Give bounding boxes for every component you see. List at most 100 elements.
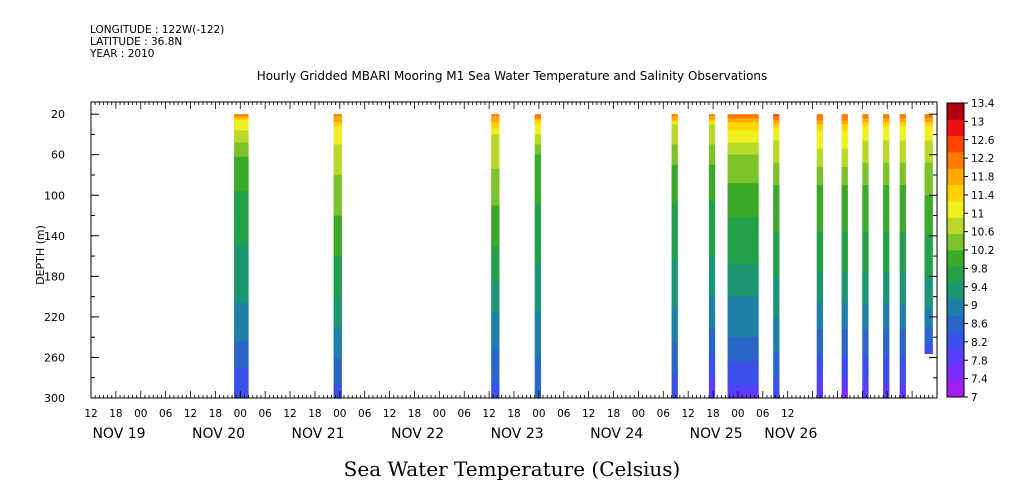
heat-cell (924, 318, 933, 322)
heat-cell (899, 146, 906, 150)
heat-cell (727, 140, 759, 144)
heat-cell (841, 237, 848, 241)
heat-cell (816, 203, 823, 206)
heat-cell (727, 298, 759, 302)
heat-cell (924, 306, 933, 310)
heat-cell (841, 166, 848, 170)
heat-cell (708, 318, 716, 322)
heat-cell (671, 154, 678, 158)
heat-cell (773, 351, 780, 354)
heat-cell (773, 343, 780, 346)
heat-cell (862, 209, 869, 213)
heat-cell (491, 138, 500, 142)
heat-cell (234, 209, 249, 213)
heat-cell (862, 333, 869, 336)
heat-cell (234, 304, 249, 308)
heat-cell (491, 146, 500, 150)
heat-cell (234, 353, 249, 357)
heat-cell (883, 385, 890, 389)
heat-cell (899, 199, 906, 202)
heat-cell (862, 272, 869, 275)
heat-cell (816, 227, 823, 231)
heat-cell (234, 333, 249, 336)
heat-cell (708, 243, 716, 247)
heat-cell (671, 237, 678, 241)
heat-cell (671, 205, 678, 209)
heat-cell (924, 316, 933, 320)
heat-cell (333, 294, 342, 298)
heat-cell (491, 260, 500, 263)
heat-cell (234, 219, 249, 223)
heat-cell (883, 304, 890, 308)
heat-cell (234, 389, 249, 393)
heat-cell (234, 223, 249, 227)
heat-cell (671, 260, 678, 263)
heat-cell (816, 272, 823, 275)
heat-cell (234, 325, 249, 328)
heat-cell (671, 361, 678, 365)
heat-cell (816, 205, 823, 209)
heat-cell (727, 207, 759, 211)
heat-cell (773, 128, 780, 131)
heat-cell (899, 122, 906, 125)
heat-cell (671, 327, 678, 330)
heat-cell (816, 172, 823, 176)
heat-cell (924, 160, 933, 164)
heat-cell (883, 371, 890, 375)
heat-cell (534, 164, 541, 168)
heat-cell (491, 205, 500, 209)
heat-cell (534, 221, 541, 225)
heat-cell (773, 201, 780, 204)
heat-cell (883, 250, 890, 253)
heat-cell (671, 345, 678, 348)
heat-cell (333, 134, 342, 138)
heat-cell (773, 268, 780, 271)
heat-cell (816, 118, 823, 121)
heat-cell (333, 187, 342, 190)
heat-cell (841, 144, 848, 148)
heat-cell (333, 292, 342, 296)
heat-cell (773, 118, 780, 121)
heat-cell (899, 333, 906, 336)
heat-cell (491, 237, 500, 241)
heat-cell (816, 160, 823, 164)
heat-cell (841, 158, 848, 162)
heat-cell (841, 247, 848, 251)
heat-cell (534, 333, 541, 336)
heat-cell (491, 217, 500, 221)
heat-cell (333, 268, 342, 271)
heat-cell (333, 199, 342, 202)
heat-cell (234, 264, 249, 267)
heat-cell (491, 337, 500, 340)
heat-cell (727, 284, 759, 288)
heat-cell (841, 282, 848, 286)
heat-cell (862, 156, 869, 160)
heat-cell (491, 116, 500, 119)
heat-cell (727, 150, 759, 154)
heat-cell (491, 389, 500, 393)
heat-cell (234, 337, 249, 340)
heat-cell (234, 229, 249, 233)
heat-cell (773, 300, 780, 304)
heat-cell (708, 217, 716, 221)
heat-cell (773, 132, 780, 136)
heat-cell (862, 187, 869, 190)
heat-cell (333, 381, 342, 385)
heat-cell (491, 189, 500, 192)
heat-cell (899, 241, 906, 245)
heat-cell (816, 308, 823, 312)
heat-cell (727, 264, 759, 267)
heat-cell (671, 179, 678, 182)
heat-cell (816, 306, 823, 310)
heat-cell (773, 130, 780, 134)
heat-cell (491, 347, 500, 350)
heat-cell (534, 268, 541, 271)
heat-cell (708, 361, 716, 365)
heat-cell (924, 120, 933, 123)
heat-cell (841, 168, 848, 172)
heat-cell (883, 154, 890, 158)
heat-cell (773, 124, 780, 127)
heat-cell (671, 120, 678, 123)
heat-cell (816, 235, 823, 239)
heat-cell (491, 142, 500, 146)
